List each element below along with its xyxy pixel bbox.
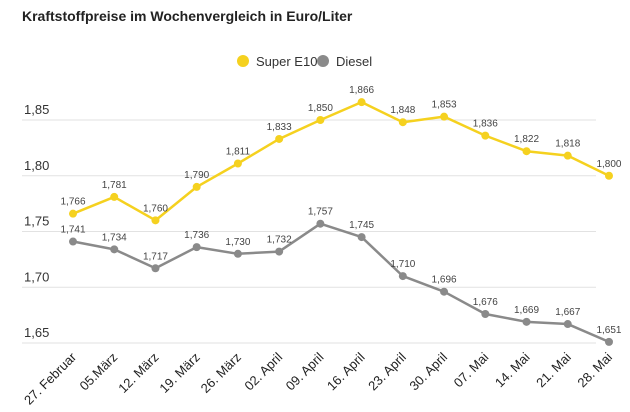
x-tick-label: 02. April xyxy=(241,349,285,393)
data-label: 1,696 xyxy=(432,275,457,286)
data-label: 1,757 xyxy=(308,207,333,218)
data-point xyxy=(69,237,77,246)
series-line xyxy=(72,222,610,344)
data-point xyxy=(151,216,160,225)
data-point xyxy=(481,131,490,140)
data-label: 1,836 xyxy=(473,119,498,130)
data-label: 1,781 xyxy=(102,180,127,191)
chart-title: Kraftstoffpreise im Wochenvergleich in E… xyxy=(22,8,353,24)
data-label: 1,853 xyxy=(432,100,457,111)
x-tick-label: 16. April xyxy=(324,349,368,393)
data-point xyxy=(110,192,119,201)
data-label: 1,734 xyxy=(102,232,127,243)
data-point xyxy=(233,159,242,168)
data-label: 1,732 xyxy=(267,235,292,246)
data-point xyxy=(522,147,531,156)
y-tick-label: 1,75 xyxy=(24,214,49,229)
legend-marker xyxy=(237,55,249,67)
data-point xyxy=(151,264,160,273)
data-point xyxy=(440,112,449,121)
data-point xyxy=(357,98,366,107)
data-point xyxy=(192,182,201,191)
y-tick-label: 1,70 xyxy=(24,269,49,284)
x-tick-label: 05.März xyxy=(77,350,121,394)
y-tick-label: 1,80 xyxy=(24,158,49,173)
data-point xyxy=(398,118,407,127)
data-point xyxy=(398,272,407,281)
x-tick-label: 23. April xyxy=(365,349,409,393)
data-label: 1,822 xyxy=(514,134,539,145)
data-point xyxy=(316,219,325,228)
data-label: 1,676 xyxy=(473,297,498,308)
x-tick-label: 19. März xyxy=(156,350,202,396)
data-point xyxy=(604,337,613,346)
data-point xyxy=(233,249,242,258)
data-label: 1,866 xyxy=(349,85,374,96)
data-point xyxy=(69,209,77,218)
data-point xyxy=(440,287,449,296)
data-point xyxy=(563,320,572,329)
data-point xyxy=(275,134,284,143)
data-label: 1,736 xyxy=(184,230,209,241)
data-point xyxy=(316,116,325,124)
data-point xyxy=(192,243,201,252)
data-label: 1,745 xyxy=(349,220,374,231)
x-tick-label: 09. April xyxy=(283,349,327,393)
data-label: 1,741 xyxy=(60,225,85,236)
x-tick-label: 07. Mai xyxy=(451,349,492,390)
data-label: 1,710 xyxy=(390,259,415,270)
data-label: 1,850 xyxy=(308,103,333,114)
x-tick-label: 27. Februar xyxy=(21,349,80,408)
data-label: 1,730 xyxy=(225,237,250,248)
data-label: 1,766 xyxy=(60,197,85,208)
data-label: 1,848 xyxy=(390,105,415,116)
x-tick-label: 14. Mai xyxy=(492,349,533,390)
legend-label: Super E10 xyxy=(256,54,317,69)
series-line xyxy=(72,100,610,222)
data-point xyxy=(275,247,284,256)
x-tick-label: 21. Mai xyxy=(533,349,574,390)
y-tick-label: 1,85 xyxy=(24,102,49,117)
data-point xyxy=(522,317,531,326)
data-label: 1,790 xyxy=(184,170,209,181)
data-point xyxy=(604,171,613,180)
data-point xyxy=(563,151,572,160)
x-tick-label: 12. März xyxy=(115,350,161,396)
legend-label: Diesel xyxy=(336,54,372,69)
data-point xyxy=(110,245,119,254)
data-label: 1,651 xyxy=(596,325,621,336)
data-label: 1,833 xyxy=(267,122,292,133)
data-label: 1,811 xyxy=(226,146,251,157)
legend-marker xyxy=(317,55,329,67)
x-tick-label: 30. April xyxy=(406,349,450,393)
x-tick-label: 28. Mai xyxy=(574,349,615,390)
data-label: 1,669 xyxy=(514,305,539,316)
data-label: 1,800 xyxy=(596,159,621,170)
data-label: 1,717 xyxy=(143,251,168,262)
data-label: 1,667 xyxy=(555,307,580,318)
data-label: 1,818 xyxy=(555,139,580,150)
data-label: 1,760 xyxy=(143,203,168,214)
data-point xyxy=(481,310,490,319)
data-point xyxy=(357,233,366,242)
x-tick-label: 26. März xyxy=(198,350,244,396)
y-tick-label: 1,65 xyxy=(24,325,49,340)
